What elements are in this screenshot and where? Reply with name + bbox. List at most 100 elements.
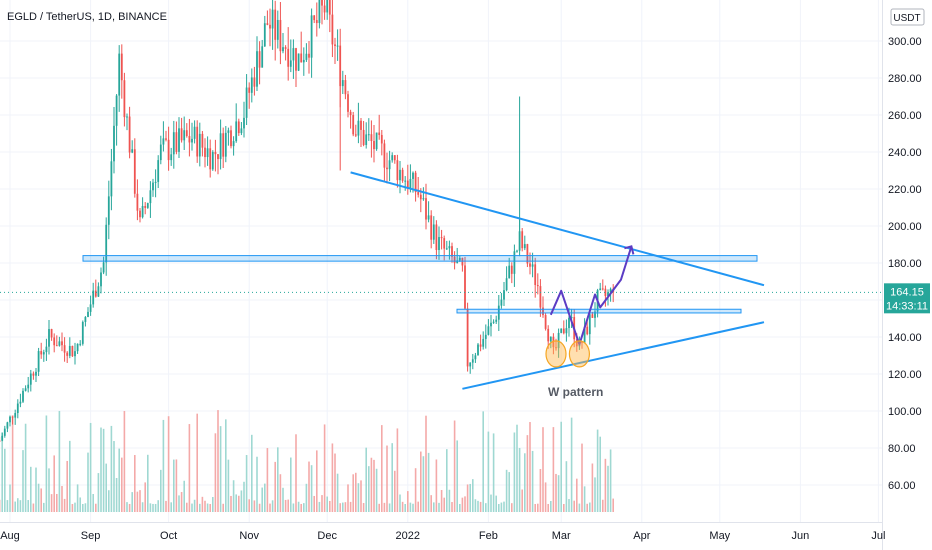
volume-bar bbox=[430, 495, 432, 512]
volume-bar bbox=[349, 501, 352, 512]
candle-body bbox=[518, 231, 521, 251]
candle-body bbox=[544, 315, 547, 329]
volume-bar bbox=[141, 502, 144, 512]
time-axis[interactable]: Aug Sep Oct Nov Dec 2022 Feb Mar Apr May Jun Jul bbox=[0, 530, 885, 542]
volume-bar bbox=[433, 502, 435, 512]
volume-bar bbox=[253, 500, 256, 512]
candle-body bbox=[326, 0, 329, 13]
volume-bar bbox=[300, 503, 302, 512]
candle-body bbox=[557, 332, 560, 349]
y-tick-label: 240.00 bbox=[888, 147, 922, 159]
volume-bar bbox=[266, 448, 269, 512]
volume-bar bbox=[414, 468, 417, 512]
volume-bar bbox=[438, 502, 440, 512]
candle-body bbox=[1, 435, 4, 441]
volume-bar bbox=[534, 503, 536, 512]
candle-body bbox=[469, 362, 472, 367]
lower-trendline bbox=[462, 321, 765, 390]
candle-body bbox=[61, 341, 63, 346]
candle-body bbox=[594, 311, 596, 318]
candle-body bbox=[113, 125, 115, 162]
candle-body bbox=[50, 329, 53, 338]
volume-bar bbox=[193, 499, 196, 512]
candle-body bbox=[68, 345, 71, 356]
candle-body bbox=[256, 51, 258, 87]
candle-body bbox=[349, 111, 352, 116]
volume-bar bbox=[113, 441, 115, 512]
volume-bar bbox=[375, 468, 378, 512]
candle-body bbox=[0, 440, 1, 442]
candle-body bbox=[323, 5, 326, 13]
volume-bar bbox=[573, 500, 575, 512]
volume-bar bbox=[245, 455, 248, 512]
last-price-value: 164.15 bbox=[890, 286, 924, 298]
volume-bar bbox=[248, 499, 250, 512]
volume-bar bbox=[17, 498, 19, 512]
volume-bar bbox=[362, 503, 365, 512]
candle-body bbox=[438, 237, 440, 251]
candle-body bbox=[243, 117, 245, 129]
volume-bar bbox=[427, 452, 430, 512]
candle-body bbox=[27, 384, 30, 389]
y-tick-label: 100.00 bbox=[888, 406, 922, 418]
volume-bar bbox=[576, 478, 578, 512]
candle-body bbox=[500, 299, 503, 306]
volume-bar bbox=[282, 487, 284, 512]
volume-bar bbox=[479, 501, 482, 512]
volume-bar bbox=[154, 503, 157, 512]
x-tick-label: Aug bbox=[0, 530, 20, 542]
candle-body bbox=[276, 19, 279, 40]
candle-body bbox=[414, 172, 417, 193]
volume-bar bbox=[175, 459, 178, 512]
candle-body bbox=[131, 149, 134, 153]
volume-bar bbox=[485, 503, 487, 512]
volume-bar bbox=[183, 480, 185, 512]
candle-body bbox=[373, 141, 375, 150]
candle-body bbox=[248, 87, 251, 93]
volume-bar bbox=[214, 433, 217, 512]
volume-bar bbox=[292, 503, 295, 512]
candle-body bbox=[523, 244, 526, 249]
volume-bar bbox=[342, 502, 344, 512]
volume-bar bbox=[222, 503, 224, 512]
volume-bar bbox=[313, 495, 315, 512]
currency-badge[interactable]: USDT bbox=[890, 8, 925, 26]
candle-body bbox=[81, 321, 84, 344]
candle-body bbox=[24, 388, 27, 391]
candle-body bbox=[37, 351, 40, 372]
candle-body bbox=[347, 94, 349, 112]
w-pattern-path bbox=[549, 246, 633, 346]
candle-body bbox=[336, 45, 339, 47]
volume-bar bbox=[352, 474, 354, 512]
candle-body bbox=[482, 338, 485, 347]
candle-body bbox=[222, 133, 225, 157]
candle-body bbox=[331, 14, 334, 45]
price-axis[interactable]: 60.0080.00100.00120.00140.00160.00180.00… bbox=[888, 36, 922, 492]
volume-bar bbox=[378, 503, 380, 512]
candle-body bbox=[492, 321, 495, 323]
candle-body bbox=[53, 337, 56, 346]
volume-bar bbox=[581, 443, 583, 512]
candle-body bbox=[401, 169, 404, 181]
candle-body bbox=[430, 215, 433, 240]
volume-bar bbox=[162, 419, 165, 512]
volume-bar bbox=[521, 489, 523, 512]
candle-body bbox=[391, 155, 394, 161]
volume-bar bbox=[269, 503, 271, 512]
volume-bar bbox=[225, 419, 227, 512]
volume-bar bbox=[516, 424, 518, 512]
y-tick-label: 260.00 bbox=[888, 110, 922, 122]
candle-body bbox=[170, 154, 173, 161]
volume-bar bbox=[147, 454, 149, 512]
volume-bar bbox=[74, 502, 76, 512]
candle-body bbox=[120, 53, 123, 81]
candle-body bbox=[209, 148, 212, 170]
candle-body bbox=[427, 215, 430, 220]
candle-body bbox=[253, 77, 256, 87]
volume-bar bbox=[167, 416, 170, 512]
candle-body bbox=[393, 155, 396, 161]
volume-bar bbox=[66, 460, 68, 512]
volume-bar bbox=[123, 410, 126, 512]
candle-body bbox=[583, 326, 586, 343]
